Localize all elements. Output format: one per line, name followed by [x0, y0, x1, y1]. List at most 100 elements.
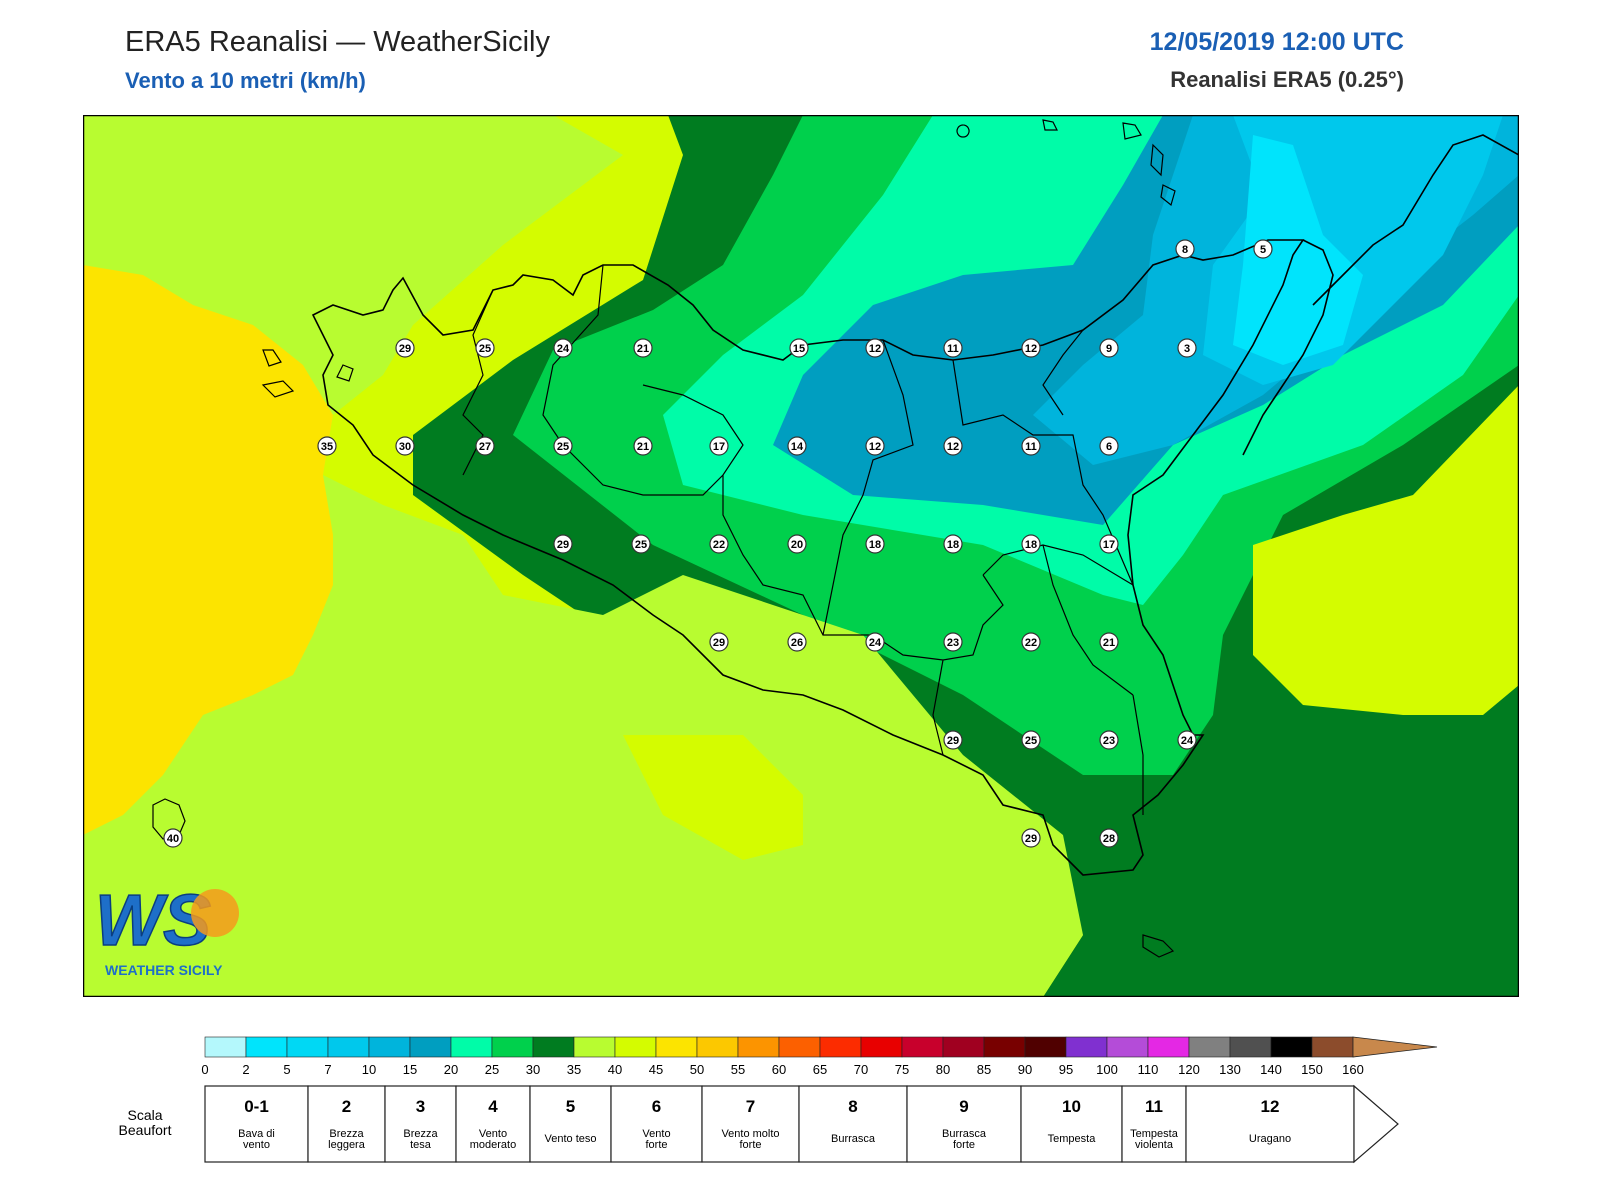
station-marker: 15	[789, 338, 809, 358]
station-marker: 26	[787, 632, 807, 652]
station-circle	[1021, 534, 1041, 554]
colorbar: 0 2 5 7 10 15 20 25 30 35 40 45 50 55 60 65 70 75 80 85 90 95…	[201, 1036, 1438, 1077]
station-circle	[787, 632, 807, 652]
data-source: Reanalisi ERA5 (0.25°)	[1170, 67, 1404, 92]
station-circle	[475, 436, 495, 456]
colorbar-swatch	[1229, 1036, 1272, 1058]
egadi-islands	[261, 349, 354, 398]
station-marker: 11	[1021, 436, 1041, 456]
station-marker: 20	[787, 534, 807, 554]
sicily-coast	[311, 239, 1305, 876]
colorbar-tick-label: 60	[772, 1062, 786, 1077]
station-marker: 21	[633, 338, 653, 358]
beaufort-cell	[906, 1085, 1022, 1163]
station-circle	[1099, 534, 1119, 554]
station-value: 17	[713, 441, 725, 453]
beaufort-description: Burrasca	[831, 1133, 876, 1145]
colorbar-tick-label: 10	[362, 1062, 376, 1077]
station-circle	[475, 338, 495, 358]
station-value: 29	[713, 637, 725, 649]
colorbar-swatch	[778, 1036, 821, 1058]
colorbar-swatch	[1188, 1036, 1231, 1058]
station-value: 12	[869, 343, 881, 355]
map-title: ERA5 Reanalisi — WeatherSicily	[125, 26, 550, 58]
colorbar-tick-label: 75	[895, 1062, 909, 1077]
station-value: 12	[1025, 343, 1037, 355]
colorbar-swatch	[286, 1036, 329, 1058]
calabria-coast	[1242, 134, 1519, 456]
logo-mark: WS	[95, 881, 211, 961]
station-value: 5	[1260, 244, 1266, 256]
station-circle	[709, 534, 729, 554]
station-markers: 29 25 24 21 15 12 11 12 9 3 8 5 35 30 27 25 21 17 14 12 12 11…	[163, 239, 1273, 848]
malta-island	[1142, 934, 1175, 958]
colorbar-swatch	[409, 1036, 452, 1058]
colorbar-swatch	[450, 1036, 493, 1058]
beaufort-number: 4	[488, 1097, 498, 1116]
station-circle	[1253, 239, 1273, 259]
station-marker: 25	[1021, 730, 1041, 750]
station-value: 23	[947, 637, 959, 649]
colorbar-tick-label: 95	[1059, 1062, 1073, 1077]
colorbar-tick-label: 55	[731, 1062, 745, 1077]
station-value: 25	[479, 343, 491, 355]
station-value: 27	[479, 441, 491, 453]
station-value: 8	[1182, 244, 1188, 256]
station-marker: 29	[709, 632, 729, 652]
station-marker: 29	[1021, 828, 1041, 848]
colorbar-tick-label: 5	[283, 1062, 290, 1077]
beaufort-cell	[384, 1085, 457, 1163]
beaufort-number: 10	[1062, 1097, 1081, 1116]
station-value: 21	[1103, 637, 1115, 649]
station-marker: 22	[709, 534, 729, 554]
station-marker: 17	[1099, 534, 1119, 554]
colorbar-tick-label: 35	[567, 1062, 581, 1077]
station-marker: 24	[1177, 730, 1197, 750]
station-circle	[865, 338, 885, 358]
station-marker: 29	[553, 534, 573, 554]
station-circle	[1099, 632, 1119, 652]
station-circle	[787, 534, 807, 554]
beaufort-cell	[1020, 1085, 1123, 1163]
colorbar-tick-label: 120	[1178, 1062, 1200, 1077]
station-circle	[787, 436, 807, 456]
station-circle	[1175, 239, 1195, 259]
station-marker: 28	[1099, 828, 1119, 848]
station-marker: 14	[787, 436, 807, 456]
station-marker: 21	[633, 436, 653, 456]
station-value: 29	[947, 735, 959, 747]
station-value: 28	[1103, 833, 1115, 845]
station-circle	[633, 436, 653, 456]
station-circle	[943, 436, 963, 456]
colorbar-swatch	[860, 1036, 903, 1058]
colorbar-tick-label: 2	[242, 1062, 249, 1077]
station-marker: 21	[1099, 632, 1119, 652]
station-marker: 18	[943, 534, 963, 554]
station-circle	[865, 632, 885, 652]
beaufort-cell	[307, 1085, 386, 1163]
colorbar-swatch	[819, 1036, 862, 1058]
station-value: 20	[791, 539, 803, 551]
colorbar-swatch	[901, 1036, 944, 1058]
wind-zone-west-30-35	[83, 115, 1083, 997]
station-value: 6	[1106, 441, 1112, 453]
beaufort-number: 0-1	[244, 1097, 269, 1116]
colorbar-tick-label: 30	[526, 1062, 540, 1077]
colorbar-swatch	[1024, 1036, 1067, 1058]
colorbar-tick-label: 15	[403, 1062, 417, 1077]
colorbar-tick-label: 40	[608, 1062, 622, 1077]
station-value: 24	[1181, 735, 1194, 747]
colorbar-tick-label: 7	[324, 1062, 331, 1077]
station-marker: 17	[709, 436, 729, 456]
beaufort-cell	[610, 1085, 703, 1163]
station-marker: 9	[1099, 338, 1119, 358]
colorbar-tick-label: 65	[813, 1062, 827, 1077]
beaufort-number: 2	[342, 1097, 351, 1116]
map-subtitle: Vento a 10 metri (km/h)	[125, 68, 366, 93]
station-marker: 25	[631, 534, 651, 554]
station-value: 35	[321, 441, 333, 453]
station-circle	[553, 338, 573, 358]
station-value: 21	[637, 343, 649, 355]
station-circle	[395, 436, 415, 456]
beaufort-description: Vento forte	[642, 1128, 670, 1151]
